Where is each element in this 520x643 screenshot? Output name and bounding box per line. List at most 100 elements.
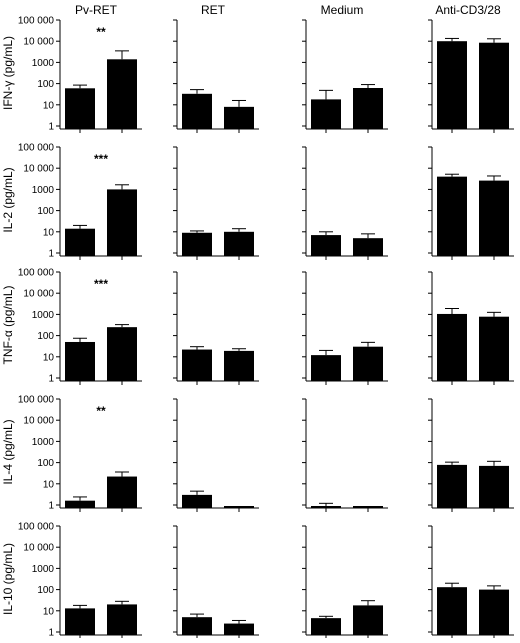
bar-cpt (479, 465, 509, 508)
y-tick-label: 10 000 (23, 37, 54, 48)
significance-marker: *** (94, 152, 108, 166)
y-tick-label: 100 000 (18, 143, 55, 154)
y-tick-label: 100 (37, 585, 54, 596)
significance-marker: *** (94, 277, 108, 291)
bar-control (437, 176, 467, 256)
y-tick-label: 10 (43, 100, 55, 111)
bar-cpt (479, 589, 509, 635)
y-tick-label: 100 000 (18, 268, 55, 279)
ylabel-il-4-pg-ml: IL-4 (pg/mL) (1, 419, 15, 484)
column-title-pv-ret: Pv-RET (75, 3, 118, 17)
column-title-ret: RET (201, 3, 226, 17)
bar-control (65, 608, 95, 635)
bar-control (311, 235, 341, 256)
y-tick-label: 1000 (32, 437, 55, 448)
panel-il-10-pg-ml-anti-cd3-28: –CPT (428, 525, 514, 639)
panel-ifn-pg-ml-anti-cd3-28 (428, 19, 514, 133)
bar-control (311, 355, 341, 381)
y-tick-label: 1 (48, 628, 54, 639)
panel-il-4-pg-ml-pv-ret: 1 10 100 1000 10 000 100 000 ** (18, 395, 142, 512)
bar-control (65, 228, 95, 256)
y-tick-label: 10 000 (23, 543, 54, 554)
y-tick-label: 10 000 (23, 289, 54, 300)
significance-marker: ** (96, 25, 106, 39)
panel-il-4-pg-ml-anti-cd3-28 (428, 398, 514, 512)
bar-cpt (479, 42, 509, 129)
bar-cpt (353, 605, 383, 635)
column-title-anti-cd3-28: Anti-CD3/28 (435, 3, 501, 17)
bar-control (437, 464, 467, 508)
panel-il-2-pg-ml-pv-ret: 1 10 100 1000 10 000 100 000 *** (18, 143, 142, 260)
y-tick-label: 10 (43, 352, 55, 363)
bar-cpt (107, 189, 137, 256)
y-tick-label: 1000 (32, 564, 55, 575)
y-tick-label: 100 (37, 79, 54, 90)
bar-control (437, 313, 467, 381)
y-tick-label: 100 (37, 331, 54, 342)
y-tick-label: 1 (48, 374, 54, 385)
panel-ifn-pg-ml-ret (173, 19, 259, 133)
bar-control (65, 341, 95, 381)
panel-il-10-pg-ml-medium: –CPT (302, 525, 388, 639)
bar-control (437, 587, 467, 635)
bar-cpt (224, 231, 254, 256)
y-tick-label: 100 000 (18, 395, 55, 406)
bar-control (182, 494, 212, 508)
bar-cpt (224, 623, 254, 635)
panel-il-4-pg-ml-ret (173, 398, 259, 512)
panel-tnf-pg-ml-medium (302, 271, 388, 385)
panel-tnf-pg-ml-ret (173, 271, 259, 385)
bar-cpt (224, 350, 254, 381)
panel-il-10-pg-ml-ret: CPT (173, 525, 259, 639)
bar-control (65, 500, 95, 508)
bar-cpt (479, 180, 509, 256)
panel-il-2-pg-ml-medium (302, 146, 388, 260)
y-tick-label: 10 (43, 606, 55, 617)
bar-cpt (353, 238, 383, 256)
bar-cpt (353, 88, 383, 129)
bar-cpt (107, 59, 137, 129)
bar-control (311, 506, 341, 508)
bar-cpt (107, 476, 137, 508)
y-tick-label: 10 000 (23, 416, 54, 427)
y-tick-label: 10 (43, 227, 55, 238)
bar-control (437, 41, 467, 130)
panel-il-2-pg-ml-anti-cd3-28 (428, 146, 514, 260)
y-tick-label: 10 000 (23, 164, 54, 175)
bar-cpt (107, 604, 137, 635)
panel-il-2-pg-ml-ret (173, 146, 259, 260)
y-tick-label: 1000 (32, 58, 55, 69)
y-tick-label: 100 000 (18, 16, 55, 27)
y-tick-label: 1 (48, 122, 54, 133)
bar-control (182, 617, 212, 635)
y-tick-label: 1000 (32, 310, 55, 321)
ylabel-il-2-pg-ml: IL-2 (pg/mL) (1, 167, 15, 232)
y-tick-label: 10 (43, 479, 55, 490)
panel-ifn-pg-ml-medium (302, 19, 388, 133)
bar-control (311, 99, 341, 129)
bar-control (65, 88, 95, 129)
panel-tnf-pg-ml-pv-ret: 1 10 100 1000 10 000 100 000 *** (18, 268, 142, 385)
panel-ifn-pg-ml-pv-ret: 1 10 100 1000 10 000 100 000 ** (18, 16, 142, 133)
bar-control (182, 232, 212, 256)
y-tick-label: 100 000 (18, 522, 55, 533)
column-title-medium: Medium (321, 3, 364, 17)
bar-cpt (479, 316, 509, 381)
y-tick-label: 1 (48, 501, 54, 512)
bar-cpt (224, 106, 254, 129)
panel-il-4-pg-ml-medium (302, 398, 388, 512)
bar-control (311, 618, 341, 635)
y-tick-label: 100 (37, 458, 54, 469)
ylabel-il-10-pg-ml: IL-10 (pg/mL) (1, 543, 15, 615)
bar-control (182, 93, 212, 129)
panel-tnf-pg-ml-anti-cd3-28 (428, 271, 514, 385)
y-tick-label: 1 (48, 249, 54, 260)
bar-cpt (107, 327, 137, 381)
ylabel-tnf-pg-ml: TNF-α (pg/mL) (1, 286, 15, 365)
bar-control (182, 349, 212, 381)
y-tick-label: 100 (37, 206, 54, 217)
bar-cpt (353, 346, 383, 381)
